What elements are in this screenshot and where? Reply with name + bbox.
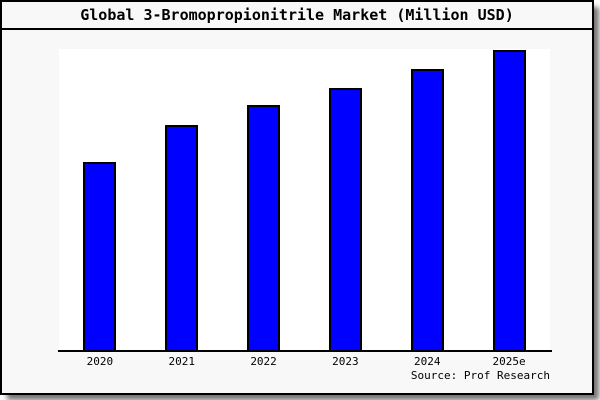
bar-slot-2022 (223, 49, 305, 350)
source-credit: Source: Prof Research (410, 369, 550, 382)
x-label-2023: 2023 (332, 355, 359, 368)
x-label-2021: 2021 (168, 355, 195, 368)
bar-2024 (410, 68, 444, 350)
x-label-2024: 2024 (413, 355, 441, 368)
plot-area (59, 49, 550, 350)
bar-2023 (328, 88, 362, 350)
bar-2025e (492, 49, 526, 350)
bar-2020 (83, 161, 117, 350)
x-axis-labels: 2020 2021 2022 2023 2024 2025e (59, 355, 550, 368)
x-label-2022: 2022 (250, 355, 277, 368)
bar-2022 (247, 104, 281, 350)
bar-slot-2021 (141, 49, 223, 350)
bar-slot-2020 (59, 49, 141, 350)
bar-2021 (165, 124, 199, 350)
chart-frame: Global 3-Bromopropionitrile Market (Mill… (0, 0, 594, 395)
bar-slot-2024 (386, 49, 468, 350)
x-axis-line (58, 350, 552, 352)
title-bar: Global 3-Bromopropionitrile Market (Mill… (2, 2, 592, 30)
bars-container (59, 49, 550, 350)
x-label-2025e: 2025e (492, 355, 526, 368)
bar-slot-2025e (468, 49, 550, 350)
chart-title: Global 3-Bromopropionitrile Market (Mill… (80, 6, 514, 24)
x-label-2020: 2020 (86, 355, 114, 368)
bar-slot-2023 (304, 49, 386, 350)
